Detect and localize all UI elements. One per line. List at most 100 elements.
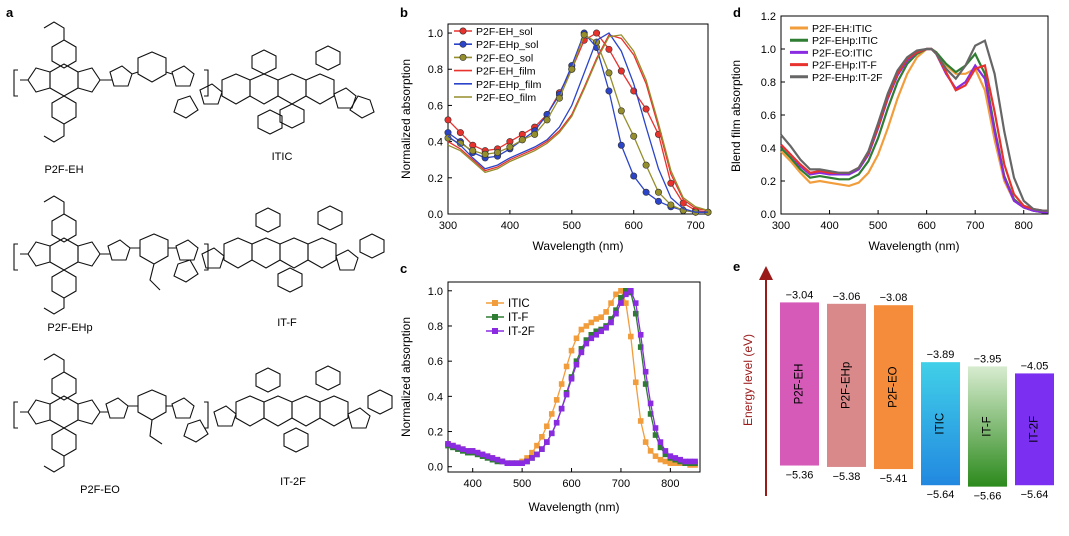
energy-bar-label: P2F-EH	[794, 364, 806, 405]
x-tick-label: 600	[625, 220, 643, 232]
panel-c-legend: ITIC IT-F IT-2F	[486, 298, 535, 338]
x-tick-label: 700	[686, 220, 704, 232]
energy-bar-label: P2F-EHp	[841, 362, 853, 409]
data-point	[481, 150, 489, 158]
structure-it-2f	[183, 365, 393, 453]
x-tick-label: 800	[1015, 220, 1033, 232]
data-point	[544, 423, 550, 430]
y-tick-label: 1.2	[761, 11, 776, 23]
data-point	[632, 379, 639, 386]
panel-a-letter: a	[6, 5, 14, 20]
panel-c-xlabel: Wavelength (nm)	[529, 500, 620, 514]
data-point	[464, 448, 471, 454]
data-point	[563, 391, 570, 398]
series-line-p2f-ehp-film	[447, 32, 708, 213]
panel-a-structures: a P2F-EH	[6, 5, 393, 496]
y-tick-label: 0.4	[761, 143, 776, 155]
data-point	[642, 439, 649, 445]
panel-e-letter: e	[733, 259, 740, 274]
data-point	[617, 107, 625, 115]
y-tick-label: 0.4	[428, 137, 443, 149]
data-point	[539, 434, 545, 440]
data-point	[479, 451, 486, 458]
data-point	[529, 455, 535, 461]
x-tick-label: 300	[772, 220, 790, 232]
panel-e-bars: P2F-EH −3.04 −5.36 P2F-EHp −3.06 −5.38 P2F-EO −…	[780, 289, 1054, 503]
data-point	[593, 316, 600, 322]
data-point	[469, 147, 477, 155]
series-line-p2f-eh-sol	[447, 32, 709, 213]
structure-itic	[173, 45, 375, 135]
data-point	[578, 326, 585, 333]
y-tick-label: 0.8	[761, 77, 776, 89]
data-point	[469, 448, 476, 454]
data-point	[667, 179, 675, 187]
y-tick-label: 0.8	[428, 321, 443, 333]
energy-bar-label: IT-F	[982, 416, 994, 436]
y-tick-label: 1.0	[761, 44, 776, 56]
legend-label: P2F-EH_sol	[476, 26, 533, 38]
data-point	[583, 340, 590, 347]
structure-p2f-eo	[13, 353, 209, 473]
data-point	[524, 455, 530, 461]
data-point	[687, 458, 693, 465]
data-point	[652, 453, 659, 459]
data-point	[568, 65, 576, 73]
legend-label: P2F-EHp_film	[476, 79, 542, 91]
data-point	[588, 331, 595, 338]
legend-marker	[459, 53, 467, 61]
data-point	[504, 460, 511, 467]
energy-bar-label: IT-2F	[1029, 416, 1041, 443]
legend-label: IT-F	[508, 312, 528, 324]
homo-label: −5.64	[927, 489, 955, 501]
data-point	[544, 439, 550, 445]
data-point	[657, 439, 664, 445]
data-point	[613, 307, 619, 313]
data-point	[605, 45, 613, 53]
data-point	[623, 287, 629, 294]
data-point	[588, 319, 595, 326]
y-tick-label: 0.8	[428, 64, 443, 76]
series-line-p2f-ehp-it-2f	[780, 39, 1048, 212]
energy-bar-p2f-eh	[780, 302, 819, 466]
series-line-p2f-eh-film	[447, 34, 709, 212]
data-point	[652, 432, 659, 438]
legend-label: P2F-EO:ITIC	[812, 47, 873, 59]
series-line-p2f-eo-sol	[447, 33, 708, 213]
legend-label: P2F-EHp:IT-2F	[812, 72, 883, 84]
data-point	[605, 87, 613, 95]
data-point	[573, 358, 580, 364]
panel-c-ylabel: Normalized absorption	[399, 317, 413, 437]
data-point	[618, 295, 624, 301]
data-point	[531, 130, 539, 138]
structure-p2f-eh	[13, 21, 209, 143]
energy-bar-label: P2F-EO	[888, 366, 900, 408]
data-point	[573, 335, 580, 342]
lumo-label: −3.89	[927, 349, 955, 361]
data-point	[677, 456, 684, 463]
data-point	[647, 400, 654, 407]
legend-marker	[492, 300, 498, 306]
data-point	[667, 460, 674, 467]
lumo-label: −3.06	[833, 291, 861, 303]
data-point	[534, 442, 540, 449]
data-point	[484, 453, 491, 459]
y-tick-label: 0.2	[428, 427, 443, 439]
data-point	[630, 132, 638, 140]
legend-label: P2F-EHp:ITIC	[812, 35, 878, 47]
x-tick-label: 500	[513, 478, 531, 490]
panel-d-ylabel: Blend film absorption	[729, 60, 743, 172]
data-point	[667, 201, 675, 209]
panel-b-chart: b 300 400 500 600 700 0.0 0.2 0.4 0.6 0.8 1.0 P2F-…	[399, 5, 712, 253]
energy-bar-it-2f	[1015, 373, 1054, 486]
data-point	[583, 323, 590, 329]
homo-label: −5.41	[880, 473, 908, 485]
data-point	[460, 446, 466, 452]
lumo-label: −3.04	[786, 289, 814, 301]
data-point	[613, 291, 619, 298]
data-point	[603, 324, 609, 331]
panel-b-letter: b	[400, 5, 408, 20]
molecule-name-it-2f: IT-2F	[280, 476, 306, 488]
energy-axis-label: Energy level (eV)	[741, 334, 755, 426]
